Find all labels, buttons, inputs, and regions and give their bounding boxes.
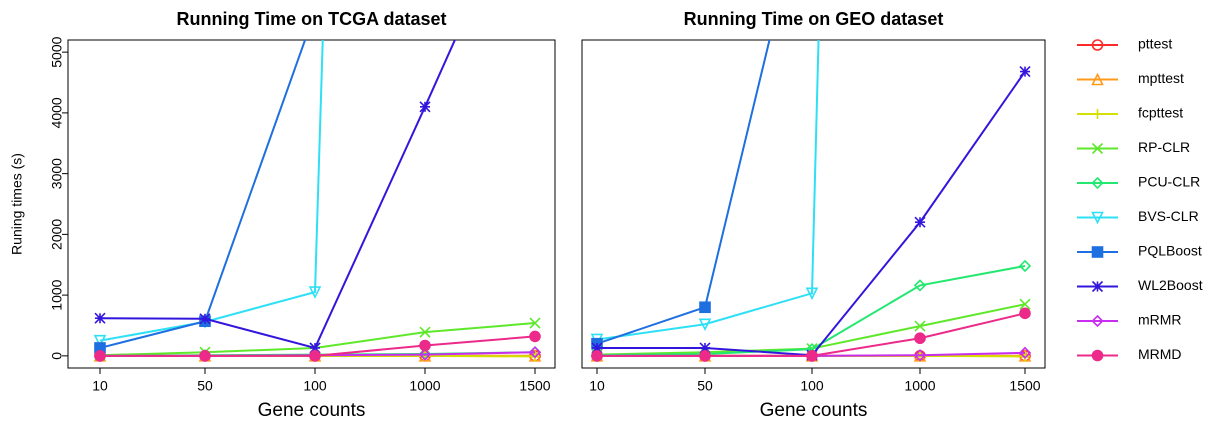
marker [699, 301, 711, 314]
marker [591, 342, 603, 354]
series-line [596, 40, 771, 345]
plot-frame [67, 39, 556, 369]
marker [309, 350, 321, 362]
marker [94, 350, 106, 362]
y-axis-label: Runing times (s) [9, 153, 25, 255]
legend-label: WL2Boost [1138, 277, 1203, 293]
marker [199, 313, 211, 325]
x-tick-label: 1500 [1009, 378, 1040, 394]
marker [1091, 39, 1104, 51]
series-line [99, 40, 307, 349]
marker [805, 287, 819, 301]
marker [528, 346, 542, 359]
chart-title: Running Time on GEO dataset [684, 9, 944, 29]
legend-label: MRMD [1138, 346, 1182, 362]
x-tick-label: 50 [697, 378, 713, 394]
y-tick-label: 1000 [49, 279, 65, 310]
marker [1019, 307, 1031, 320]
y-tick-label: 4000 [49, 97, 65, 128]
marker [1091, 72, 1104, 86]
x-axis-label: Gene counts [760, 400, 868, 421]
series-line [596, 264, 1026, 357]
marker [913, 279, 927, 292]
marker [914, 216, 926, 228]
marker [93, 334, 107, 348]
marker [913, 349, 927, 362]
marker [591, 350, 603, 362]
x-tick-label: 1000 [904, 378, 935, 394]
x-tick-label: 50 [197, 378, 213, 394]
marker [1019, 66, 1031, 78]
legend-label: pttest [1138, 36, 1172, 52]
x-tick-label: 100 [800, 378, 824, 394]
marker [699, 350, 711, 362]
legend-label: mRMR [1138, 312, 1182, 328]
marker [698, 318, 712, 332]
marker [699, 342, 711, 354]
marker [94, 312, 106, 324]
marker [1092, 109, 1103, 119]
y-tick-label: 5000 [49, 36, 65, 67]
legend-label: PQLBoost [1138, 243, 1202, 259]
marker [914, 332, 926, 345]
marker [529, 317, 541, 329]
marker [419, 101, 431, 113]
x-tick-label: 1000 [409, 378, 440, 394]
series-line [597, 71, 1026, 357]
marker [1018, 346, 1032, 359]
marker [1019, 298, 1031, 310]
marker [1091, 246, 1104, 258]
y-tick-label: 2000 [49, 219, 65, 250]
legend-label: BVS-CLR [1138, 208, 1199, 224]
plot-frame [581, 39, 1046, 369]
marker [1091, 211, 1104, 225]
x-axis-label: Gene counts [258, 400, 366, 421]
marker [529, 330, 541, 343]
marker [419, 339, 431, 352]
marker [309, 342, 321, 354]
x-tick-label: 10 [92, 378, 108, 394]
marker [1091, 280, 1104, 293]
legend-label: PCU-CLR [1138, 174, 1200, 190]
marker [419, 326, 431, 338]
marker [1091, 314, 1104, 328]
marker [1091, 142, 1104, 155]
legend-label: RP-CLR [1138, 139, 1190, 155]
marker [1091, 176, 1104, 190]
legend-label: fcpttest [1138, 105, 1183, 121]
x-tick-label: 10 [589, 378, 605, 394]
x-tick-label: 100 [303, 378, 327, 394]
marker [1091, 349, 1104, 362]
marker [914, 320, 926, 332]
marker [199, 350, 211, 362]
series-line [596, 40, 820, 341]
marker [308, 286, 322, 299]
marker [806, 350, 818, 362]
series-line [99, 40, 456, 350]
chart-title: Running Time on TCGA dataset [176, 9, 446, 29]
legend-label: mpttest [1138, 70, 1184, 86]
series-line [99, 40, 324, 342]
plot-area [93, 40, 542, 362]
x-tick-label: 1500 [519, 378, 550, 394]
marker [1018, 259, 1032, 273]
y-tick-label: 0 [49, 352, 65, 360]
marker [418, 348, 432, 361]
y-tick-label: 3000 [49, 158, 65, 189]
plot-area [590, 40, 1032, 362]
